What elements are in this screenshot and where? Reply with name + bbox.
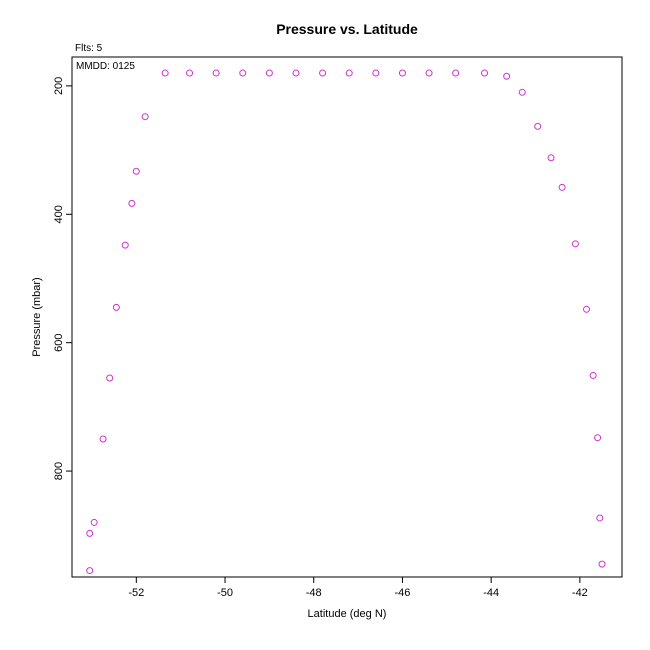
y-tick-label: 800 [53, 462, 65, 480]
data-point [372, 69, 380, 77]
y-tick-label: 200 [53, 77, 65, 95]
chart-title: Pressure vs. Latitude [276, 21, 418, 37]
data-point [534, 122, 542, 130]
x-axis: -52 -50 -48 -46 -44 -42 [128, 577, 588, 599]
flights-count-label: Flts: 5 [75, 43, 103, 54]
data-point [589, 371, 597, 379]
data-point [425, 69, 433, 77]
data-point [598, 560, 606, 568]
y-tick-label: 400 [53, 205, 65, 223]
data-point [128, 199, 136, 207]
data-point [106, 374, 114, 382]
plot-frame [71, 56, 623, 578]
data-point [452, 69, 460, 77]
data-point [239, 69, 247, 77]
data-point [161, 69, 169, 77]
data-point [90, 518, 98, 526]
data-point [112, 303, 120, 311]
date-label: MMDD: 0125 [76, 61, 135, 72]
data-point [212, 69, 220, 77]
data-point [141, 113, 149, 121]
data-point [319, 69, 327, 77]
x-tick-label: -52 [128, 587, 144, 599]
data-point [558, 183, 566, 191]
data-point [99, 435, 107, 443]
data-point [398, 69, 406, 77]
x-tick-label: -46 [394, 587, 410, 599]
data-point [345, 69, 353, 77]
data-point [503, 72, 511, 80]
data-point [583, 305, 591, 313]
x-axis-label: Latitude (deg N) [308, 608, 387, 620]
data-point [596, 514, 604, 522]
data-point [292, 69, 300, 77]
data-point [518, 88, 526, 96]
x-tick-label: -48 [306, 587, 322, 599]
y-tick-label: 600 [53, 333, 65, 351]
x-tick-label: -44 [483, 587, 499, 599]
data-point [121, 241, 129, 249]
data-point [265, 69, 273, 77]
data-point [571, 240, 579, 248]
data-points [86, 69, 606, 575]
y-axis-label: Pressure (mbar) [31, 277, 43, 356]
x-tick-label: -50 [217, 587, 233, 599]
data-point [86, 567, 94, 575]
data-point [481, 69, 488, 77]
data-point [86, 529, 94, 537]
data-point [547, 154, 555, 162]
y-axis: 200 400 600 800 [53, 77, 72, 480]
data-point [594, 434, 602, 442]
data-point [132, 167, 140, 175]
data-point [186, 69, 194, 77]
x-tick-label: -42 [572, 587, 588, 599]
